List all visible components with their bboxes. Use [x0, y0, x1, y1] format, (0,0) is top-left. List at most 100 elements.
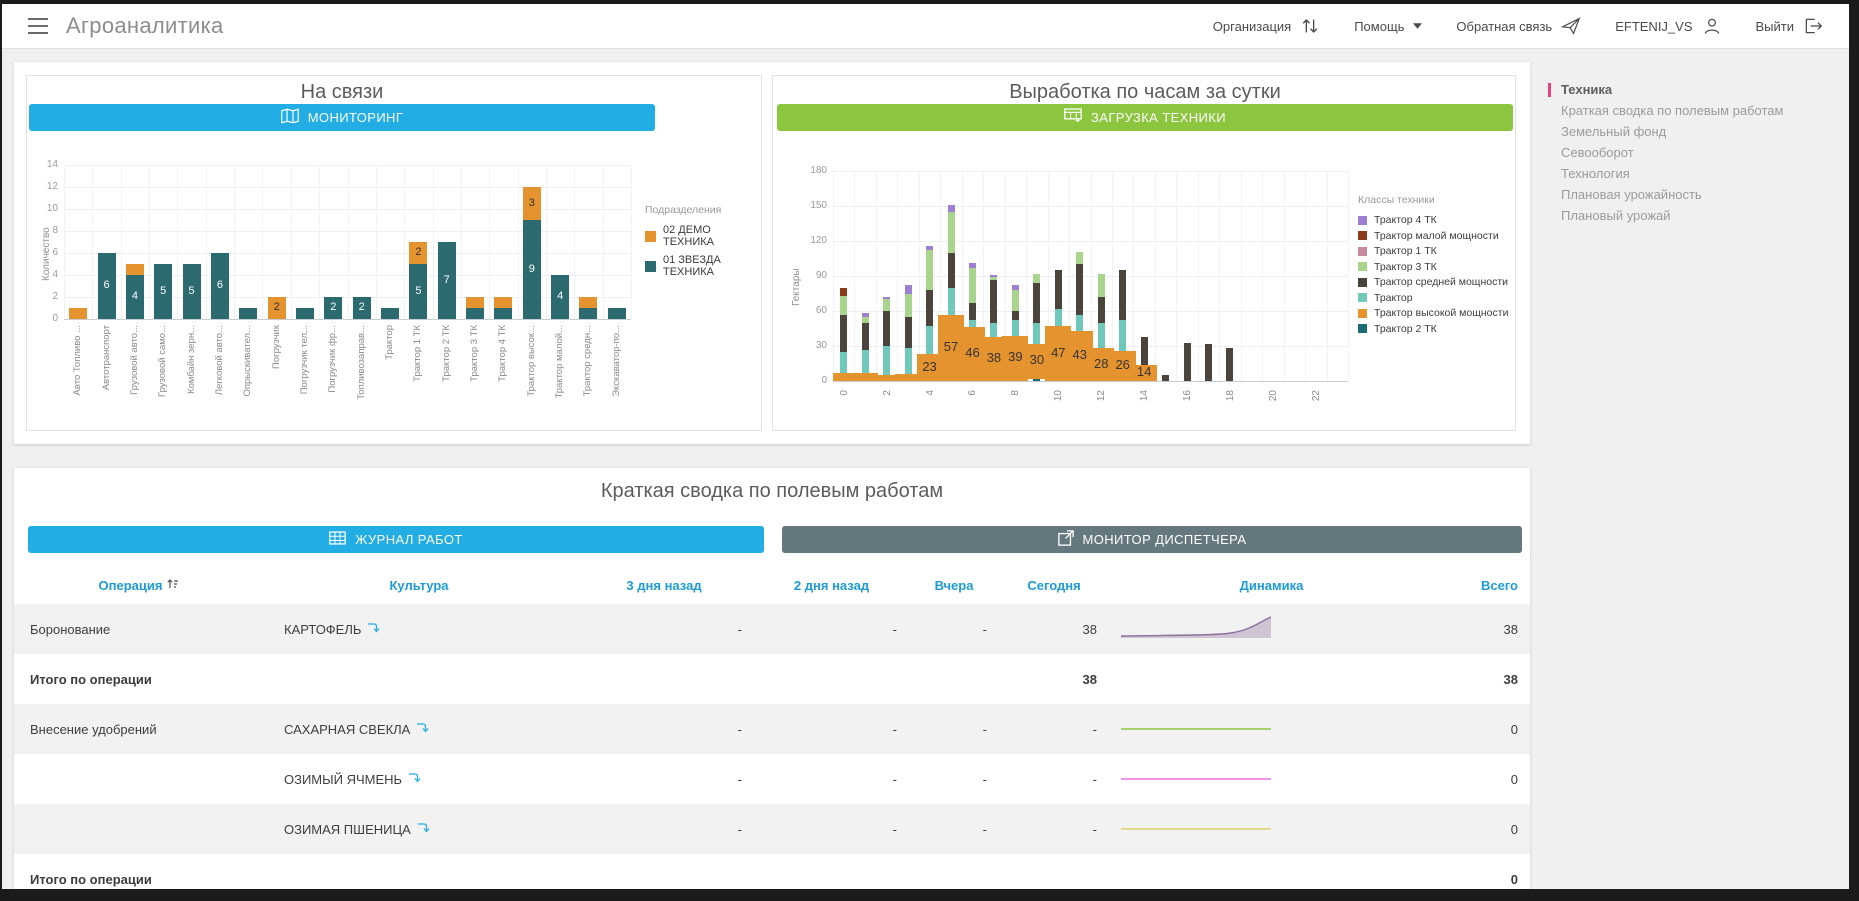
column-header-label: 3 дня назад: [626, 577, 702, 593]
x-axis-label: Трактор: [384, 325, 396, 360]
bar-segment: [947, 252, 955, 288]
gridline-horizontal: [64, 187, 631, 188]
sort-ascending-icon[interactable]: [166, 577, 179, 593]
chart-online-legend: Подразделения 02 ДЕМО ТЕХНИКА 01 ЗВЕЗДА Т…: [645, 204, 761, 284]
dynamics-sparkline-cell: [1109, 614, 1434, 645]
column-header-8[interactable]: Всего: [1434, 578, 1530, 593]
machine-load-button[interactable]: ЗАГРУЗКА ТЕХНИКИ: [777, 104, 1513, 131]
monitoring-button[interactable]: МОНИТОРИНГ: [29, 104, 655, 131]
gridline-horizontal: [64, 253, 631, 254]
legend-label: Трактор малой мощности: [1374, 229, 1499, 242]
header-item-label: Обратная связь: [1456, 18, 1553, 34]
bar-segment: [968, 263, 976, 268]
gridline-horizontal: [64, 319, 631, 320]
today-cell: 38: [1082, 621, 1097, 637]
bar-segment: [840, 314, 848, 352]
column-header-4[interactable]: 2 дня назад: [754, 578, 909, 593]
bar-segment: [926, 250, 934, 290]
charts-card: На связи МОНИТОРИНГ Количество 0 2 4 6 8 10 12…: [14, 62, 1530, 444]
bar-segment: [1033, 283, 1041, 323]
bar-segment: [852, 372, 879, 381]
column-header-1[interactable]: Операция: [14, 577, 264, 593]
bar-segment: [1226, 348, 1234, 381]
sparkline: [1121, 827, 1271, 830]
culture-cell: САХАРНАЯ СВЕКЛА: [264, 722, 574, 737]
chart-hourly-panel: Выработка по часам за сутки ЗАГРУЗКА ТЕХ…: [772, 75, 1516, 431]
bar-value-label: 9: [528, 262, 535, 275]
gridline-vertical: [432, 165, 434, 319]
gridline-horizontal: [833, 276, 1348, 277]
legend-swatch: [1358, 262, 1367, 271]
header-item-помощь[interactable]: Помощь: [1354, 19, 1423, 34]
header-item-обратная-связь[interactable]: Обратная связь: [1456, 16, 1581, 36]
sparkline: [1121, 777, 1271, 780]
dispatcher-monitor-button-label: МОНИТОР ДИСПЕТЧЕРА: [1082, 532, 1247, 547]
gridline-vertical: [489, 165, 491, 319]
x-axis-label: Автотранспорт: [100, 325, 112, 391]
yesterday-cell: -: [982, 821, 987, 837]
x-axis-label: Трактор высок...: [525, 325, 537, 397]
column-header-2[interactable]: Культура: [264, 578, 574, 593]
bar-segment: [494, 297, 513, 308]
culture-link-icon[interactable]: [416, 722, 430, 737]
culture-link-icon[interactable]: [417, 822, 431, 837]
subtotal-row: Итого по операции 0: [14, 854, 1530, 889]
gridline-vertical: [177, 165, 179, 319]
hamburger-menu-icon[interactable]: [28, 18, 48, 34]
column-header-3[interactable]: 3 дня назад: [574, 578, 754, 593]
sidebar-item[interactable]: Техника: [1548, 80, 1848, 100]
legend-label: Трактор: [1374, 291, 1413, 304]
culture-link-icon[interactable]: [367, 622, 381, 637]
operation-cell: Итого по операции: [30, 871, 152, 887]
bar-segment: [1097, 273, 1105, 297]
external-link-icon: [1057, 530, 1074, 549]
total-cell: 38: [1503, 671, 1518, 687]
sidebar-item[interactable]: Технология: [1561, 166, 1630, 181]
bar-segment: [840, 351, 848, 373]
culture-cell: ОЗИМЫЙ ЯЧМЕНЬ: [264, 772, 574, 787]
legend-item: Трактор 3 ТК: [1358, 261, 1508, 273]
header-item-label: Выйти: [1755, 18, 1795, 34]
today-cell: -: [1092, 771, 1097, 787]
sidebar-item[interactable]: Краткая сводка по полевым работам: [1561, 103, 1784, 118]
dispatcher-monitor-button[interactable]: МОНИТОР ДИСПЕТЧЕРА: [782, 526, 1522, 553]
work-journal-button[interactable]: ЖУРНАЛ РАБОТ: [28, 526, 764, 553]
column-header-7[interactable]: Динамика: [1109, 578, 1434, 593]
bar-segment: [1076, 314, 1084, 331]
y-tick-label: 6: [52, 247, 58, 258]
y-tick-label: 150: [810, 200, 827, 211]
sidebar-item[interactable]: Плановый урожай: [1561, 208, 1671, 223]
header-item-выйти[interactable]: Выйти: [1756, 16, 1824, 36]
culture-label: ОЗИМЫЙ ЯЧМЕНЬ: [284, 771, 403, 787]
header-item-организация[interactable]: Организация: [1213, 16, 1320, 36]
gridline-horizontal: [833, 206, 1348, 207]
sidebar-item[interactable]: Плановая урожайность: [1561, 187, 1702, 202]
bar-segment: [904, 293, 912, 317]
sidebar-item[interactable]: Севооборот: [1561, 145, 1634, 160]
legend-item: 01 ЗВЕЗДА ТЕХНИКА: [645, 254, 761, 278]
bar-value-label: 6: [216, 279, 223, 291]
x-axis-label: Трактор 3 ТК: [469, 325, 481, 382]
header-item-eftenij_vs[interactable]: EFTENIJ_VS: [1615, 16, 1721, 36]
bar-segment: [466, 308, 485, 319]
legend-label: 01 ЗВЕЗДА ТЕХНИКА: [663, 254, 721, 278]
column-header-5[interactable]: Вчера: [909, 578, 999, 593]
legend-label: Трактор 3 ТК: [1374, 260, 1437, 273]
window-border-left: [0, 0, 2, 901]
table-row: ОЗИМЫЙ ЯЧМЕНЬ - - - - 0: [14, 754, 1530, 804]
sidebar-item[interactable]: Земельный фонд: [1561, 124, 1667, 139]
x-axis-label: Погрузчик: [270, 325, 282, 369]
header-item-label: EFTENIJ_VS: [1615, 18, 1693, 34]
column-header-label: Вчера: [934, 577, 974, 593]
column-header-6[interactable]: Сегодня: [999, 578, 1109, 593]
summary-table-title: Краткая сводка по полевым работам: [600, 480, 944, 502]
chart-online-panel: На связи МОНИТОРИНГ Количество 0 2 4 6 8 10 12…: [26, 75, 762, 431]
legend-title: Классы техники: [1358, 194, 1435, 206]
bar-segment: [990, 279, 998, 323]
gridline-vertical: [92, 165, 94, 319]
bar-segment: [883, 311, 891, 346]
gridline-vertical: [460, 165, 462, 319]
table-grid-icon: [329, 531, 347, 548]
culture-link-icon[interactable]: [408, 772, 422, 787]
bar-segment: [466, 297, 485, 308]
